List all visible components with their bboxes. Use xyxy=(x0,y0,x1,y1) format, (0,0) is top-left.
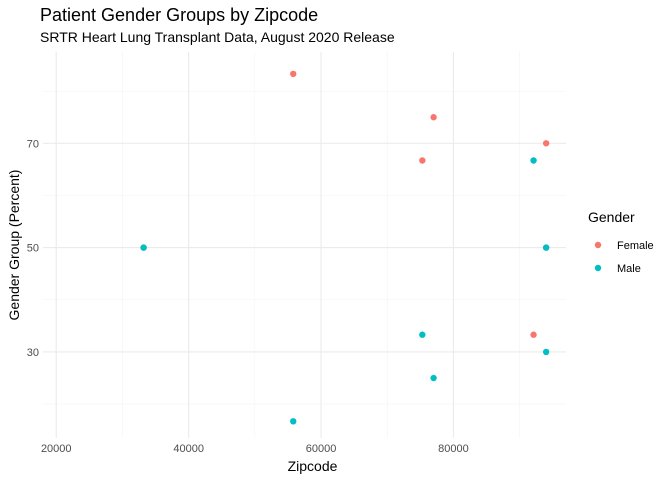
data-point-male xyxy=(290,418,297,425)
data-points xyxy=(140,70,550,425)
chart-subtitle: SRTR Heart Lung Transplant Data, August … xyxy=(40,29,395,45)
x-tick-label: 60000 xyxy=(306,443,337,455)
data-point-female xyxy=(419,157,426,164)
y-tick-label: 50 xyxy=(27,243,39,255)
chart-title: Patient Gender Groups by Zipcode xyxy=(40,5,318,25)
data-point-male xyxy=(430,374,437,382)
data-point-female xyxy=(542,140,550,147)
x-tick-label: 80000 xyxy=(438,443,469,455)
data-point-female xyxy=(430,114,437,121)
legend: Gender Female Male xyxy=(588,209,654,275)
data-point-male xyxy=(542,348,550,356)
x-axis-ticks: 20000 40000 60000 80000 xyxy=(41,443,469,455)
legend-label-female: Female xyxy=(617,240,654,252)
grid xyxy=(43,52,566,438)
data-point-male xyxy=(530,157,537,164)
legend-label-male: Male xyxy=(617,263,641,275)
x-tick-label: 40000 xyxy=(173,443,204,455)
data-point-male xyxy=(542,244,550,251)
data-point-male xyxy=(140,244,147,251)
y-tick-label: 30 xyxy=(27,347,39,359)
data-point-female xyxy=(290,70,297,78)
data-point-male xyxy=(419,331,426,338)
x-axis-title: Zipcode xyxy=(288,458,338,474)
legend-key-male xyxy=(594,264,602,272)
y-axis-ticks: 30 50 70 xyxy=(27,138,39,359)
legend-key-female xyxy=(594,241,602,249)
x-tick-label: 20000 xyxy=(41,443,72,455)
data-point-female xyxy=(530,331,537,338)
legend-title: Gender xyxy=(588,209,635,225)
legend-items: Female Male xyxy=(594,240,654,275)
y-axis-title: Gender Group (Percent) xyxy=(6,170,22,321)
y-tick-label: 70 xyxy=(27,138,39,150)
